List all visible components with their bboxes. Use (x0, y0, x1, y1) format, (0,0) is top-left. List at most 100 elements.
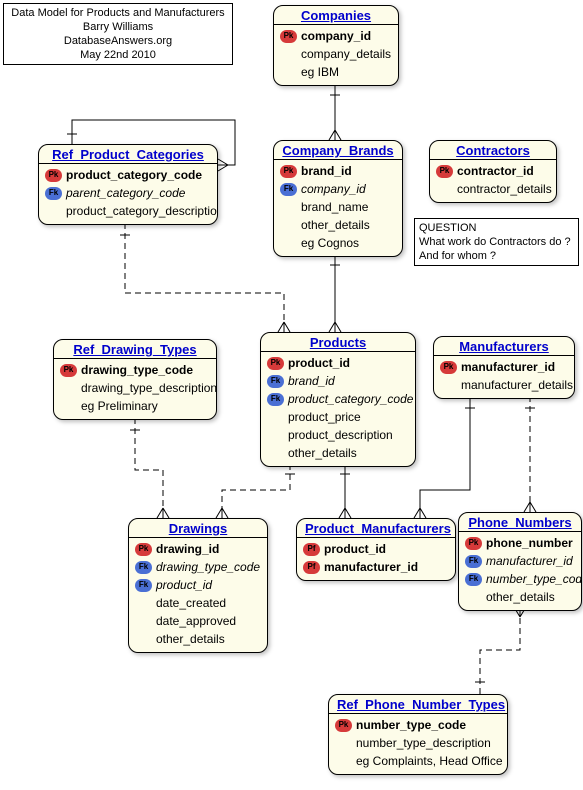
field-row: Pk drawing_id (135, 540, 261, 558)
field-row: Pknumber_type_code (335, 716, 501, 734)
fk-key-icon: Fk (465, 573, 482, 586)
field-row: date_created (135, 594, 261, 612)
field-name: other_details (288, 444, 357, 462)
field-name: phone_number (486, 534, 573, 552)
field-name: number_type_code (356, 716, 466, 734)
field-name: product_id (324, 540, 386, 558)
field-name: product_id (288, 354, 350, 372)
field-row: product_price (267, 408, 409, 426)
entity-attrs: Pk product_category_code Fk parent_category… (39, 164, 217, 224)
field-name: drawing_id (156, 540, 219, 558)
entity-attrs: Pkdrawing_idFkdrawing_type_codeFkproduct… (129, 538, 267, 652)
field-name: eg IBM (301, 63, 339, 81)
entity-title: Phone_Numbers (459, 513, 581, 532)
entity-title: Drawings (129, 519, 267, 538)
field-name: manufacturer_id (324, 558, 418, 576)
field-row: Fkmanufacturer_id (465, 552, 575, 570)
field-row: other_details (280, 216, 396, 234)
field-row: Pf product_id (303, 540, 449, 558)
field-name: eg Complaints, Head Office (356, 752, 503, 770)
entity-ref_drawing_types: Ref_Drawing_TypesPkdrawing_type_codedraw… (53, 339, 217, 420)
field-name: number_type_description (356, 734, 491, 752)
field-row: other_details (465, 588, 575, 606)
field-row: other_details (135, 630, 261, 648)
title-line: Data Model for Products and Manufacturer… (8, 6, 228, 20)
fk-key-icon: Fk (465, 555, 482, 568)
field-name: parent_category_code (66, 184, 185, 202)
field-row: drawing_type_description (60, 379, 210, 397)
pk-key-icon: Pk (280, 30, 297, 43)
field-name: company_details (301, 45, 391, 63)
field-name: other_details (156, 630, 225, 648)
entity-title: Products (261, 333, 415, 352)
field-name: drawing_type_code (156, 558, 260, 576)
field-row: contractor_details (436, 180, 550, 198)
field-name: product_category_code (288, 390, 413, 408)
entity-products: ProductsPkproduct_idFkbrand_idFkproduct_… (260, 332, 416, 467)
question-line1: What work do Contractors do ? (419, 235, 574, 249)
field-row: Pkbrand_id (280, 162, 396, 180)
field-row: Pk contractor_id (436, 162, 550, 180)
field-row: Pf manufacturer_id (303, 558, 449, 576)
field-name: company_id (301, 180, 366, 198)
field-row: Pk manufacturer_id (440, 358, 568, 376)
field-name: company_id (301, 27, 371, 45)
entity-attrs: Pkdrawing_type_codedrawing_type_descript… (54, 359, 216, 419)
pk-key-icon: Pk (436, 165, 453, 178)
date-line: May 22nd 2010 (8, 48, 228, 62)
entity-manufacturers: Manufacturers Pk manufacturer_idmanufactur… (433, 336, 575, 399)
entity-attrs: Pk contractor_idcontractor_details (430, 160, 556, 202)
field-row: Fk parent_category_code (45, 184, 211, 202)
field-row: Fknumber_type_code (465, 570, 575, 588)
entity-companies: Companies Pk company_idcompany_detailseg I… (273, 5, 399, 86)
fk-key-icon: Fk (280, 183, 297, 196)
field-name: brand_id (301, 162, 352, 180)
entity-title: Product_Manufacturers (297, 519, 455, 538)
fk-key-icon: Fk (45, 187, 62, 200)
entity-attrs: Pk company_idcompany_detailseg IBM (274, 25, 398, 85)
field-row: Fk company_id (280, 180, 396, 198)
pf-key-icon: Pf (303, 543, 320, 556)
field-row: product_description (267, 426, 409, 444)
entity-phone_numbers: Phone_Numbers Pk phone_numberFkmanufacture… (458, 512, 582, 611)
entity-ref_phone_number_types: Ref_Phone_Number_Types Pknumber_type_code… (328, 694, 508, 775)
pk-key-icon: Pk (267, 357, 284, 370)
field-name: product_category_code (66, 166, 202, 184)
field-row: product_category_description (45, 202, 211, 220)
fk-key-icon: Fk (135, 579, 152, 592)
entity-company_brands: Company_BrandsPkbrand_idFkcompany_idbran… (273, 140, 403, 257)
site-line: DatabaseAnswers.org (8, 34, 228, 48)
entity-ref_product_categories: Ref_Product_CategoriesPkproduct_category… (38, 144, 218, 225)
entity-attrs: Pkbrand_idFkcompany_idbrand_nameother_de… (274, 160, 402, 256)
field-row: company_details (280, 45, 392, 63)
field-name: date_approved (156, 612, 236, 630)
field-name: manufacturer_id (461, 358, 555, 376)
field-row: Pk company_id (280, 27, 392, 45)
entity-title: Manufacturers (434, 337, 574, 356)
diagram-title-box: Data Model for Products and Manufacturer… (3, 3, 233, 65)
pf-key-icon: Pf (303, 561, 320, 574)
field-name: other_details (486, 588, 555, 606)
entity-title: Companies (274, 6, 398, 25)
pk-key-icon: Pk (440, 361, 457, 374)
field-row: other_details (267, 444, 409, 462)
field-name: brand_id (288, 372, 335, 390)
field-name: eg Preliminary (81, 397, 158, 415)
question-heading: QUESTION (419, 221, 574, 235)
field-name: contractor_id (457, 162, 534, 180)
field-row: Pkdrawing_type_code (60, 361, 210, 379)
field-name: product_category_description (66, 202, 218, 220)
question-line2: And for whom ? (419, 249, 574, 263)
field-name: date_created (156, 594, 226, 612)
field-row: Fkproduct_category_code (267, 390, 409, 408)
pk-key-icon: Pk (45, 169, 62, 182)
entity-contractors: ContractorsPkcontractor_idcontractor_det… (429, 140, 557, 203)
entity-title: Ref_Phone_Number_Types (329, 695, 507, 714)
pk-key-icon: Pk (135, 543, 152, 556)
pk-key-icon: Pk (465, 537, 482, 550)
field-row: Pk phone_number (465, 534, 575, 552)
author-line: Barry Williams (8, 20, 228, 34)
field-row: manufacturer_details (440, 376, 568, 394)
field-row: eg Complaints, Head Office (335, 752, 501, 770)
entity-title: Ref_Drawing_Types (54, 340, 216, 359)
